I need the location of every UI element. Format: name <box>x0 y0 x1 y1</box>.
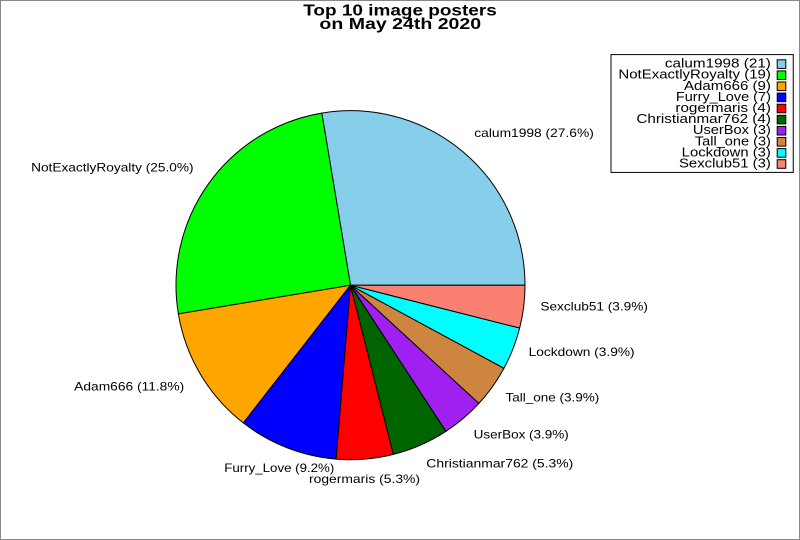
svg-text:calum1998 (27.6%): calum1998 (27.6%) <box>474 126 594 140</box>
svg-text:Tall_one (3): Tall_one (3) <box>695 133 771 148</box>
svg-text:Sexclub51 (3): Sexclub51 (3) <box>679 156 771 171</box>
svg-text:rogermaris (5.3%): rogermaris (5.3%) <box>309 472 420 486</box>
svg-text:Sexclub51 (3.9%): Sexclub51 (3.9%) <box>540 299 648 313</box>
svg-text:UserBox (3): UserBox (3) <box>693 122 771 137</box>
svg-text:Adam666 (11.8%): Adam666 (11.8%) <box>74 380 184 394</box>
svg-text:UserBox (3.9%): UserBox (3.9%) <box>474 427 569 441</box>
svg-text:calum1998 (21): calum1998 (21) <box>665 56 771 71</box>
svg-text:Furry_Love (9.2%): Furry_Love (9.2%) <box>224 461 334 475</box>
svg-text:Christianmar762 (5.3%): Christianmar762 (5.3%) <box>426 457 573 471</box>
svg-text:NotExactlyRoyalty (19): NotExactlyRoyalty (19) <box>618 67 771 82</box>
svg-text:Tall_one (3.9%): Tall_one (3.9%) <box>506 390 600 404</box>
svg-text:Lockdown (3): Lockdown (3) <box>682 144 771 159</box>
svg-text:Lockdown (3.9%): Lockdown (3.9%) <box>529 345 635 359</box>
svg-text:on May 24th 2020: on May 24th 2020 <box>319 16 481 33</box>
svg-text:rogermaris (4): rogermaris (4) <box>675 100 771 115</box>
svg-text:NotExactlyRoyalty (25.0%): NotExactlyRoyalty (25.0%) <box>31 160 194 174</box>
svg-text:Furry_Love (7): Furry_Love (7) <box>676 89 771 104</box>
svg-text:Christianmar762 (4): Christianmar762 (4) <box>636 111 771 126</box>
svg-text:Top 10 image posters: Top 10 image posters <box>303 3 497 20</box>
svg-text:Adam666 (9): Adam666 (9) <box>684 78 771 93</box>
